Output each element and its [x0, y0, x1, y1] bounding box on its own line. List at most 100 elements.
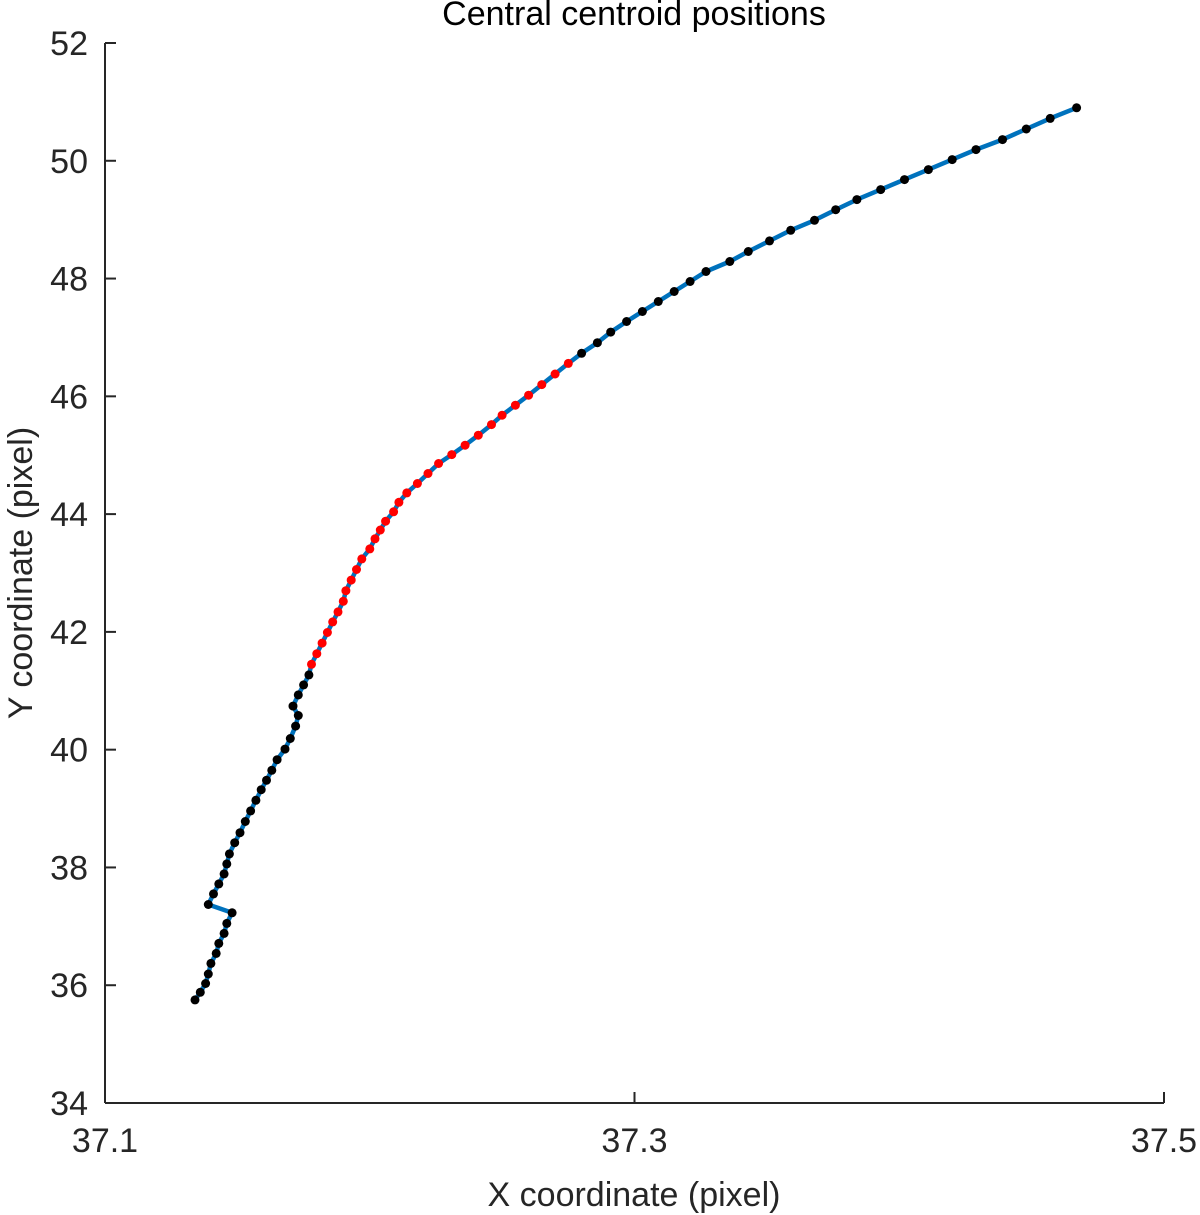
data-point [267, 765, 277, 775]
data-point [222, 918, 232, 928]
data-point-highlighted [333, 607, 343, 617]
data-point [293, 690, 303, 700]
x-tick-label: 37.3 [601, 1122, 667, 1160]
data-point [577, 348, 587, 358]
y-tick-label: 42 [50, 614, 88, 652]
data-point [203, 900, 213, 909]
data-point [900, 175, 909, 185]
data-point [653, 297, 663, 306]
data-point [606, 327, 616, 337]
data-point-highlighted [375, 525, 385, 535]
data-point [592, 338, 602, 348]
data-point-highlighted [352, 565, 361, 574]
data-point [765, 236, 774, 246]
data-point [235, 828, 245, 838]
data-point [224, 849, 234, 859]
data-point [669, 287, 679, 296]
data-point-highlighted [537, 380, 547, 390]
y-tick-label: 52 [50, 25, 88, 63]
data-point-highlighted [510, 400, 520, 410]
data-point [214, 938, 224, 948]
data-point [203, 969, 213, 979]
data-point [725, 257, 735, 266]
y-tick-label: 36 [50, 967, 88, 1005]
data-point-highlighted [434, 459, 444, 468]
x-tick-label: 37.1 [72, 1122, 138, 1160]
data-point [304, 670, 314, 680]
data-point [262, 775, 271, 785]
data-point-highlighted [365, 544, 375, 554]
data-point [211, 948, 221, 958]
data-point [637, 307, 647, 316]
tick-marks [104, 42, 1165, 1104]
y-tick-label: 46 [50, 378, 88, 416]
data-point-highlighted [370, 534, 380, 544]
data-point [195, 987, 205, 997]
data-point-highlighted [346, 575, 356, 585]
data-point-highlighted [394, 497, 404, 507]
data-point [831, 205, 841, 215]
y-tick-label: 44 [50, 496, 88, 534]
data-point [230, 838, 240, 848]
markers-group [190, 103, 1082, 1005]
series-group [192, 105, 1079, 1003]
data-point-highlighted [412, 479, 422, 488]
data-point [285, 734, 295, 743]
data-point-highlighted [550, 369, 560, 379]
data-point [1045, 113, 1055, 123]
data-point [222, 859, 232, 869]
data-point-highlighted [341, 586, 351, 596]
data-point [209, 889, 218, 899]
data-point [272, 755, 282, 765]
data-point [786, 225, 796, 235]
data-point-highlighted [312, 649, 322, 659]
y-tick-label: 48 [50, 261, 88, 299]
data-point-highlighted [389, 507, 399, 517]
data-point [852, 195, 862, 205]
data-point [299, 680, 309, 690]
data-point-highlighted [524, 390, 534, 400]
data-point [998, 135, 1007, 145]
data-point [227, 908, 237, 918]
data-point-highlighted [487, 420, 496, 430]
data-point [288, 701, 298, 711]
data-point [810, 215, 819, 225]
y-tick-label: 34 [50, 1085, 88, 1123]
data-point [876, 185, 886, 195]
axes [104, 43, 1164, 1104]
data-point [251, 795, 261, 805]
data-point-highlighted [563, 358, 573, 368]
data-point [923, 165, 933, 175]
data-point [190, 995, 200, 1005]
data-point [971, 145, 981, 155]
data-point [214, 879, 224, 889]
x-tick-label: 37.5 [1131, 1122, 1197, 1160]
data-point-highlighted [307, 659, 316, 669]
data-point [701, 267, 711, 276]
data-point-highlighted [402, 488, 412, 498]
y-tick-label: 50 [50, 143, 88, 181]
data-point [1072, 103, 1082, 113]
data-point-highlighted [381, 516, 391, 526]
data-point [219, 869, 229, 879]
y-tick-label: 38 [50, 849, 88, 887]
tick-labels: 34 36 38 40 42 44 46 48 50 52 37.1 37.3 37.5 [50, 25, 1197, 1160]
data-point [293, 711, 303, 720]
data-point [246, 806, 256, 816]
data-point-highlighted [473, 430, 483, 440]
data-point [219, 928, 229, 938]
data-point [206, 958, 216, 968]
data-point-highlighted [328, 617, 338, 627]
data-point-highlighted [423, 469, 433, 478]
data-point [622, 317, 632, 326]
data-point [240, 817, 250, 826]
data-point-highlighted [357, 554, 367, 564]
data-point-highlighted [460, 440, 470, 450]
chart-title: Central centroid positions [442, 0, 826, 33]
data-point [1021, 124, 1031, 134]
data-point-highlighted [338, 596, 348, 606]
data-point [291, 721, 301, 731]
y-tick-label: 40 [50, 732, 88, 770]
